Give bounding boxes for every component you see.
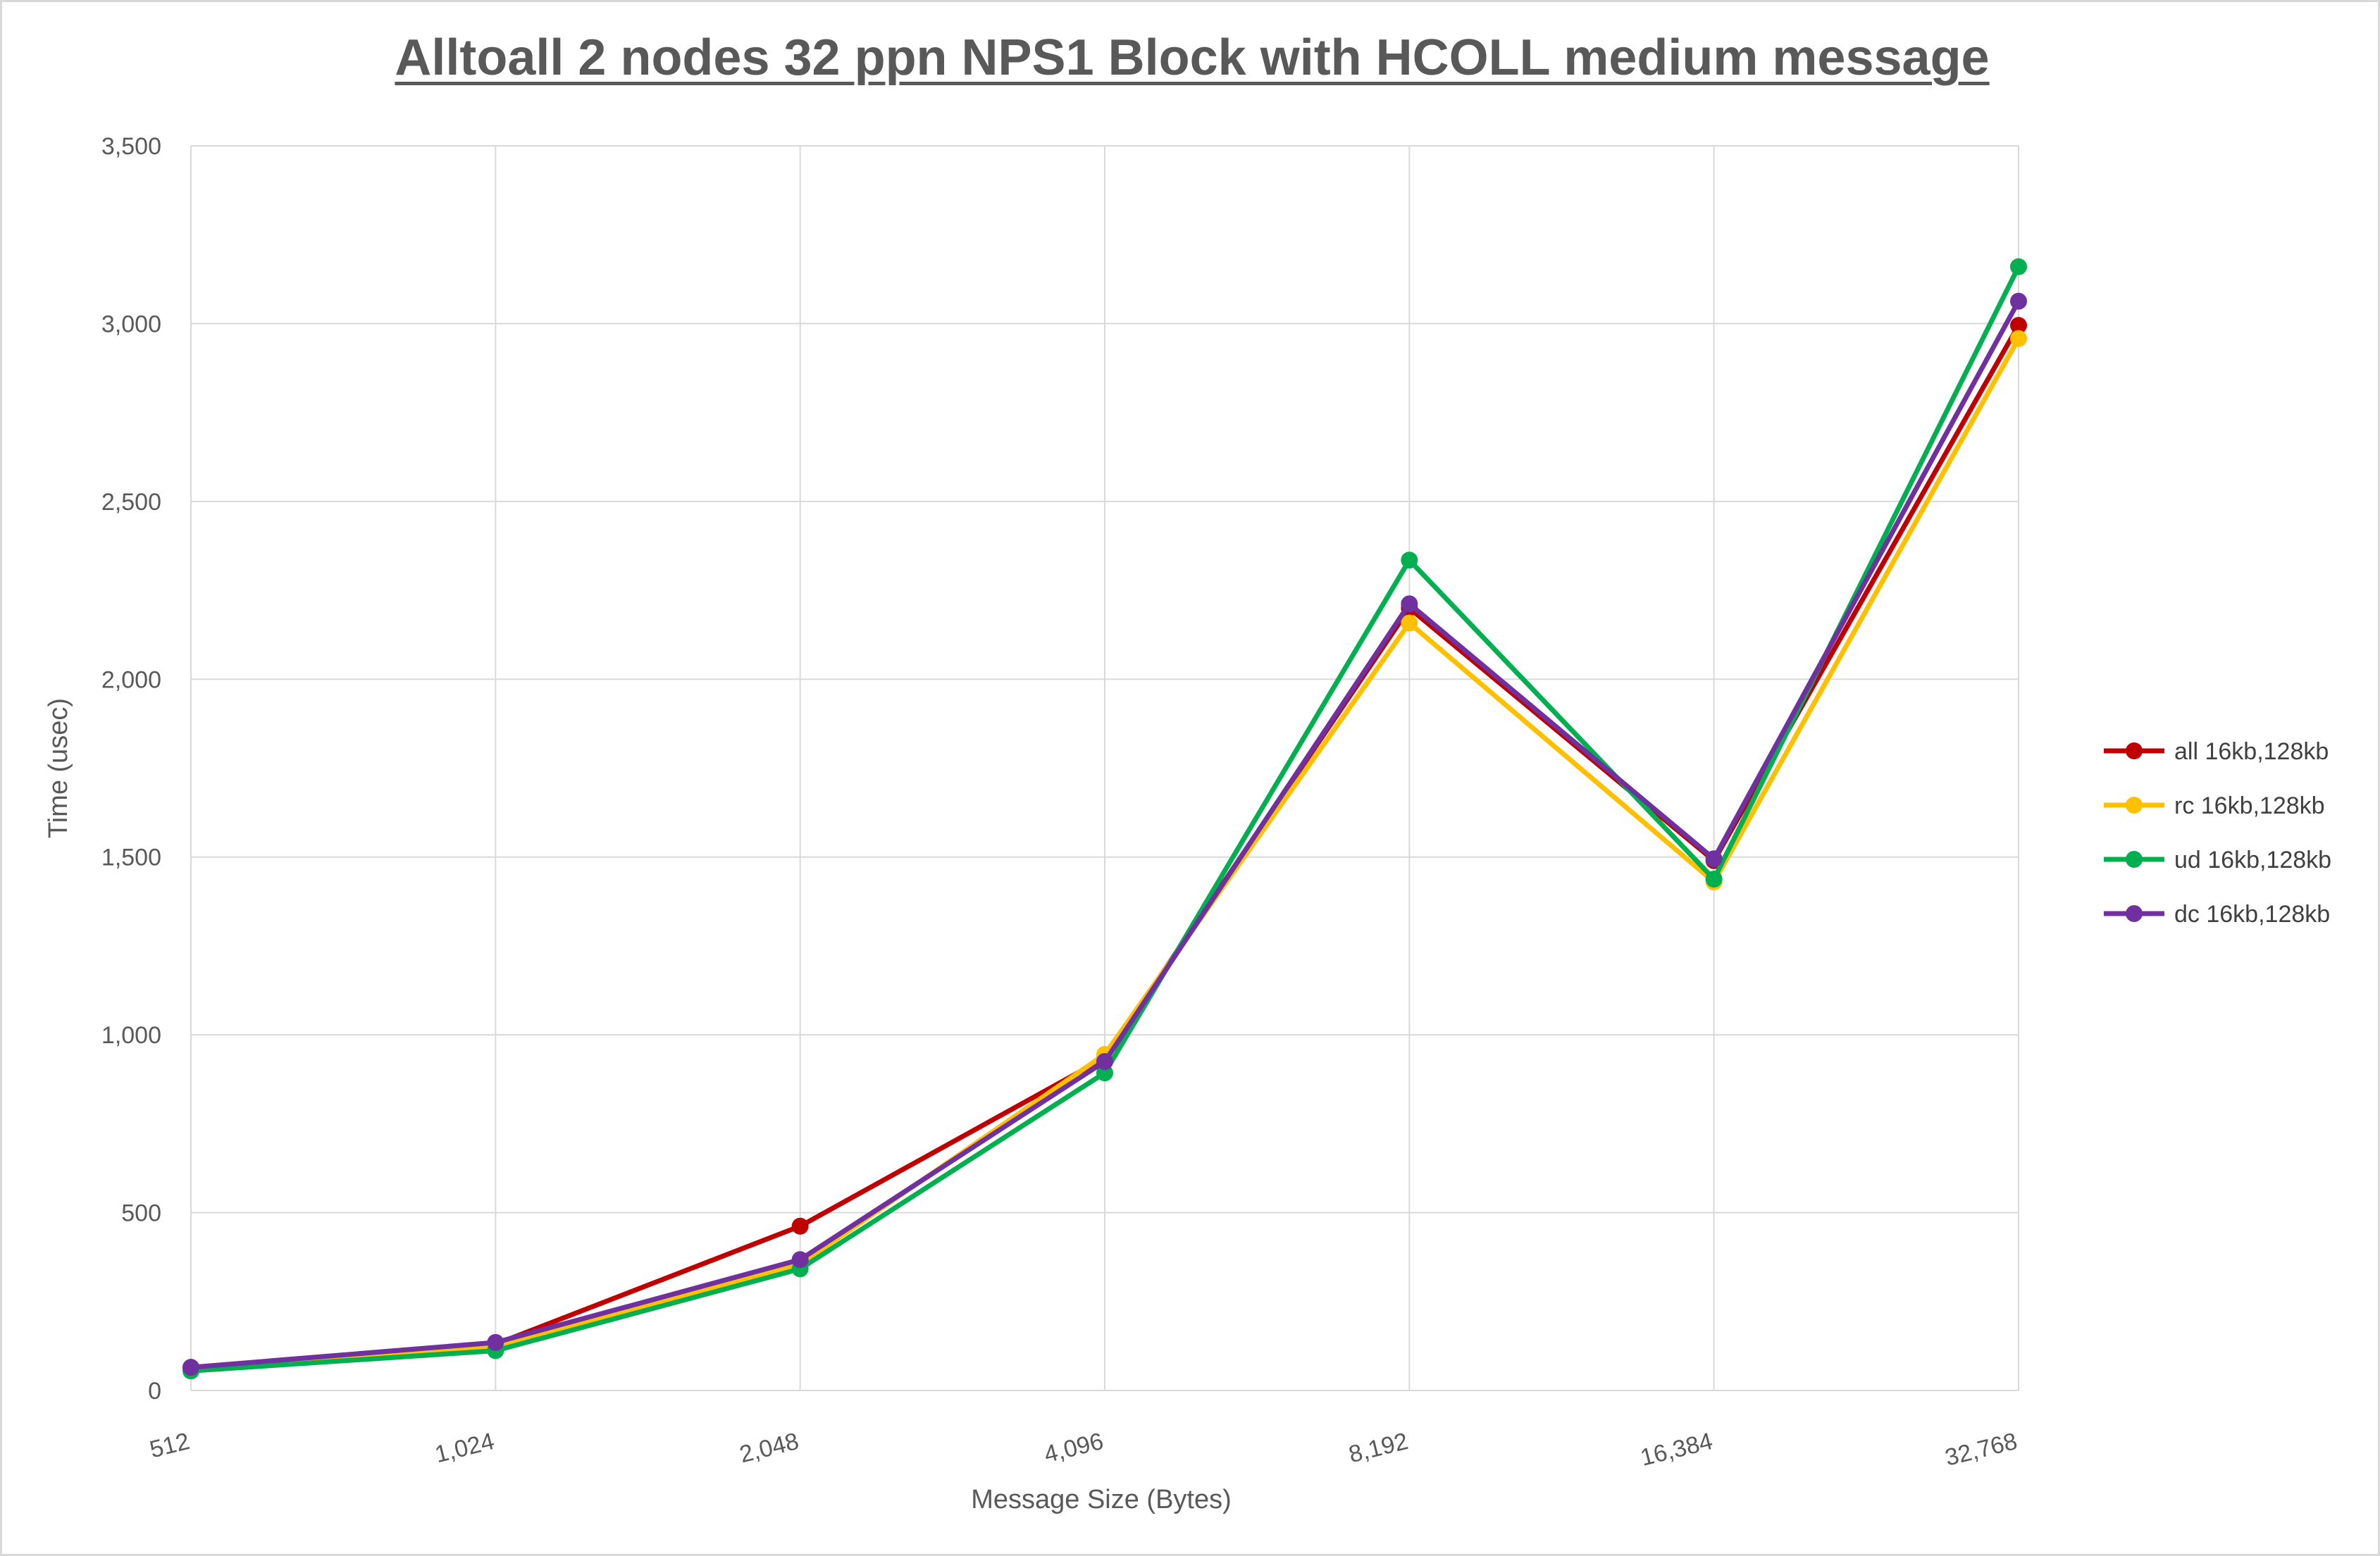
x-tick-label: 1,024 [433,1428,497,1468]
data-point [791,1251,809,1269]
data-point [791,1217,809,1235]
legend-marker [2126,851,2143,868]
data-point [2010,330,2027,347]
legend-entry: rc 16kb,128kb [2104,792,2325,819]
data-point [1401,614,1418,632]
x-axis-title: Message Size (Bytes) [971,1485,1232,1514]
data-point [1096,1053,1113,1071]
data-point [1705,850,1723,868]
legend-marker [2126,905,2143,922]
legend-label: dc 16kb,128kb [2174,901,2330,928]
y-tick-label: 3,000 [101,311,161,337]
data-point [182,1359,199,1376]
legend-marker [2126,742,2143,759]
x-tick-label: 512 [147,1428,192,1464]
grid-layer [190,145,2019,1391]
y-tick-label: 2,500 [101,489,161,516]
y-tick-label: 3,500 [101,133,161,160]
data-point [1401,552,1418,569]
data-point [1401,595,1418,613]
data-point [2010,316,2027,334]
x-tick-labels: 512 1,024 2,048 4,096 8,192 16,384 32,768 [147,1428,2020,1471]
x-tick-label: 4,096 [1041,1428,1106,1468]
x-tick-label: 16,384 [1637,1428,1715,1471]
y-tick-label: 1,000 [101,1022,161,1049]
legend-label: ud 16kb,128kb [2174,847,2331,873]
y-tick-label: 0 [148,1378,161,1405]
legend-label: rc 16kb,128kb [2174,792,2325,819]
series-3 [182,292,2027,1376]
legend-entry: all 16kb,128kb [2104,738,2329,765]
y-tick-label: 2,000 [101,666,161,693]
y-axis-title: Time (usec) [44,698,73,838]
data-point [1705,871,1723,888]
y-tick-labels: 0 500 1,000 1,500 2,000 2,500 3,000 3,500 [101,133,161,1405]
y-tick-label: 1,500 [101,845,161,871]
data-point [487,1333,504,1351]
legend: all 16kb,128kb rc 16kb,128kb ud 16kb,128kb… [2104,738,2331,928]
x-tick-label: 32,768 [1942,1428,2020,1471]
legend-label: all 16kb,128kb [2174,738,2329,765]
data-point [2010,292,2027,310]
chart-title: Alltoall 2 nodes 32 ppn NPS1 Block with … [395,30,1990,86]
data-point [2010,258,2027,275]
x-tick-label: 2,048 [737,1428,802,1468]
series-layer [182,258,2027,1380]
legend-entry: dc 16kb,128kb [2104,901,2330,928]
x-tick-label: 8,192 [1346,1428,1411,1468]
y-tick-label: 500 [121,1200,161,1227]
legend-entry: ud 16kb,128kb [2104,847,2331,873]
legend-marker [2126,797,2143,814]
